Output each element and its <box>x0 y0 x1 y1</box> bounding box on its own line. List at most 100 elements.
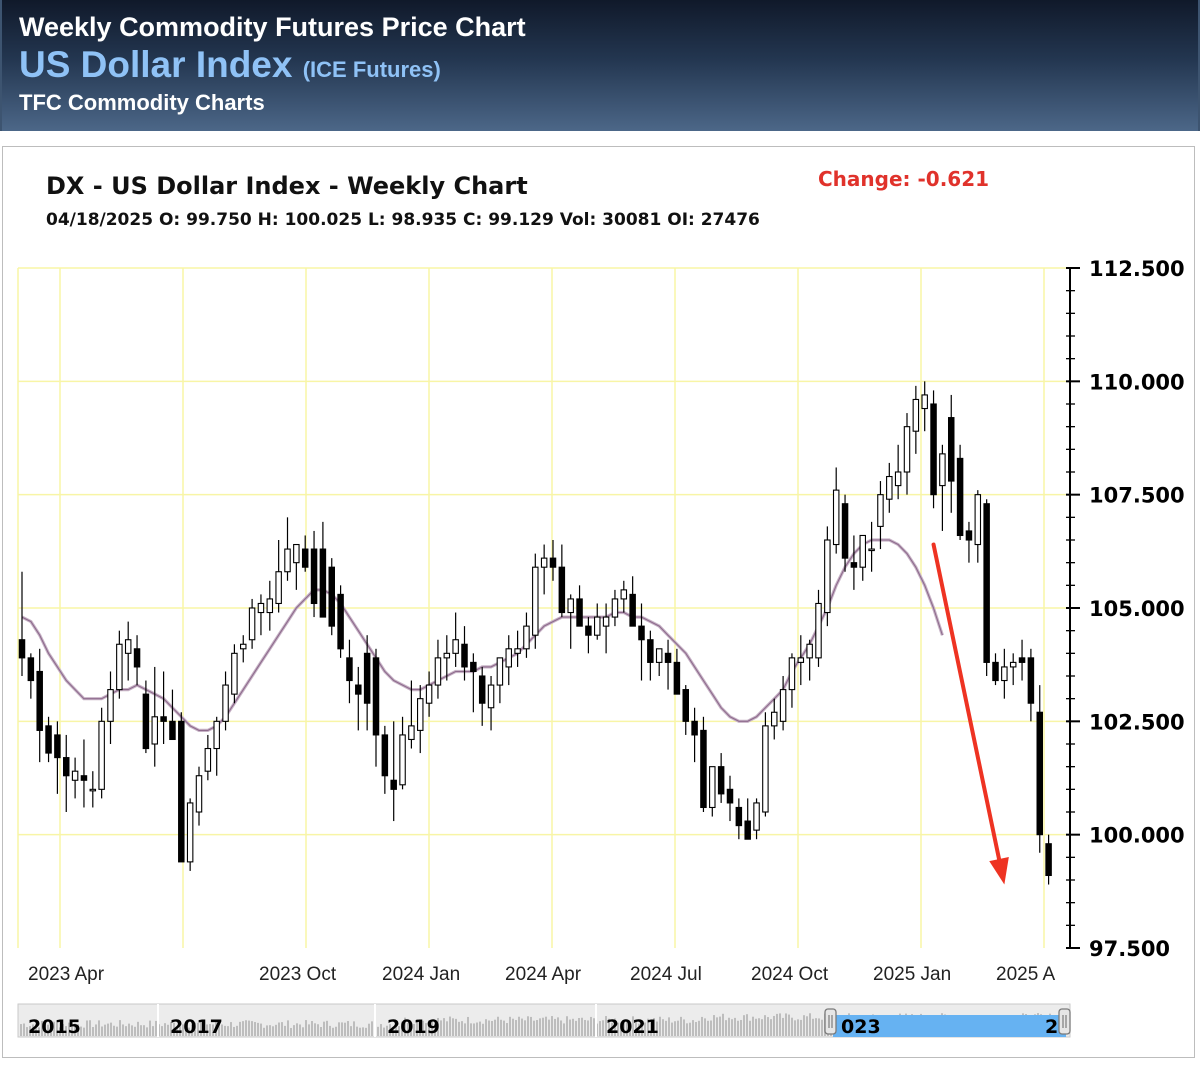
candle-body <box>815 602 822 659</box>
navigator-volume-bar <box>98 1020 100 1036</box>
navigator-volume-bar <box>674 1021 676 1036</box>
candle-body <box>54 734 61 759</box>
candle-body <box>886 475 893 500</box>
candle-body <box>770 711 778 727</box>
candle <box>558 544 566 618</box>
navigator-volume-bar <box>197 1022 199 1036</box>
candle-body <box>328 566 335 627</box>
candle <box>992 653 999 686</box>
navigator-volume-bar <box>599 1021 601 1036</box>
navigator-volume-bar <box>152 1026 154 1036</box>
candle <box>36 648 43 763</box>
y-tick-label: 97.500 <box>1089 937 1170 961</box>
navigator-volume-bar <box>122 1024 124 1036</box>
navigator-volume-bar <box>335 1026 337 1036</box>
candle <box>496 657 504 704</box>
navigator-volume-bar <box>758 1018 760 1036</box>
navigator-volume-bar <box>71 1026 73 1036</box>
navigator-volume-bar <box>392 1027 394 1036</box>
handle-body <box>1058 1008 1071 1035</box>
candle-body <box>275 571 282 605</box>
candle-body <box>664 652 672 663</box>
navigator-volume-bar <box>503 1020 505 1036</box>
navigator-handle[interactable] <box>824 1008 837 1035</box>
grid <box>17 267 1066 948</box>
candle <box>1018 639 1026 681</box>
navigator-volume-bar <box>329 1025 331 1036</box>
candle <box>647 630 654 681</box>
candle <box>540 544 548 595</box>
navigator-volume-bar <box>170 1021 172 1036</box>
navigator-volume-bar <box>296 1023 298 1036</box>
navigator-volume-bar <box>314 1023 316 1036</box>
navigator-volume-bar <box>782 1017 784 1036</box>
navigator-volume-bar <box>686 1023 688 1036</box>
navigator-volume-bar <box>116 1026 118 1036</box>
navigator-volume-bar <box>362 1027 364 1036</box>
navigator-volume-bar <box>47 1024 49 1036</box>
navigator-volume-bar <box>200 1020 202 1036</box>
navigator-volume-bar <box>74 1023 76 1036</box>
candle <box>735 798 743 840</box>
navigator-volume-bar <box>455 1018 457 1036</box>
x-tick-label: 2024 Oct <box>751 964 829 985</box>
navigator-volume-bar <box>443 1018 445 1036</box>
candle-body <box>372 657 380 736</box>
candle-body <box>45 725 52 754</box>
navigator-volume-bar <box>707 1020 709 1036</box>
navigator-volume-bar <box>623 1019 625 1036</box>
y-tick-label: 100.000 <box>1089 824 1185 848</box>
navigator-volume-bar <box>662 1019 664 1036</box>
candle <box>868 521 875 572</box>
y-tick-label: 107.500 <box>1089 484 1185 508</box>
navigator-volume-bar <box>470 1023 472 1036</box>
navigator-volume-bar <box>581 1017 583 1036</box>
candle <box>514 630 521 667</box>
navigator-volume-bar <box>593 1018 595 1036</box>
navigator-volume-bar <box>260 1023 262 1036</box>
navigator-volume-bar <box>590 1016 592 1036</box>
candle <box>310 530 318 618</box>
navigator-volume-bar <box>179 1026 181 1036</box>
navigator-volume-bar <box>563 1023 565 1036</box>
navigator-volume-bar <box>185 1027 187 1036</box>
candle-body <box>505 648 512 668</box>
navigator-volume-bar <box>356 1026 358 1036</box>
navigator-volume-bar <box>92 1027 94 1036</box>
navigator-volume-bar <box>128 1023 130 1036</box>
candle <box>98 707 105 799</box>
navigator-volume-bar <box>299 1024 301 1036</box>
navigator-volume-bar <box>785 1013 787 1036</box>
navigator-volume-bar <box>449 1016 451 1036</box>
navigator-volume-bar <box>284 1025 286 1036</box>
candle <box>629 576 636 627</box>
navigator-volume-bar <box>665 1020 667 1036</box>
navigator-volume-bar <box>506 1023 508 1036</box>
navigator-volume-bar <box>803 1015 805 1036</box>
candle <box>664 639 672 690</box>
candle-body <box>434 657 442 686</box>
exchange-name: (ICE Futures) <box>302 57 441 82</box>
candle-body <box>974 494 982 546</box>
navigator-volume-bar <box>38 1027 40 1036</box>
navigator-volume-bar <box>227 1026 229 1036</box>
navigator-volume-bar <box>452 1018 454 1036</box>
navigator-volume-bar <box>473 1023 475 1036</box>
navigator-volume-bar <box>68 1022 70 1036</box>
range-navigator[interactable]: 2015 2017 2019 2021 023 2 <box>17 1003 1071 1038</box>
navigator-volume-bar <box>326 1020 328 1036</box>
navigator-volume-bar <box>125 1026 127 1036</box>
candle-body <box>116 643 123 691</box>
navigator-volume-bar <box>524 1020 526 1036</box>
change-value: Change: -0.621 <box>818 167 990 191</box>
candle-body <box>240 643 247 650</box>
navigator-volume-bar <box>20 1024 22 1036</box>
navigator-volume-bar <box>653 1018 655 1036</box>
candle-body <box>956 457 964 537</box>
navigator-volume-bar <box>305 1020 307 1036</box>
candle <box>894 444 902 500</box>
candle-body <box>788 657 796 691</box>
navigator-volume-bar <box>89 1020 91 1036</box>
navigator-handle[interactable] <box>1058 1008 1071 1035</box>
